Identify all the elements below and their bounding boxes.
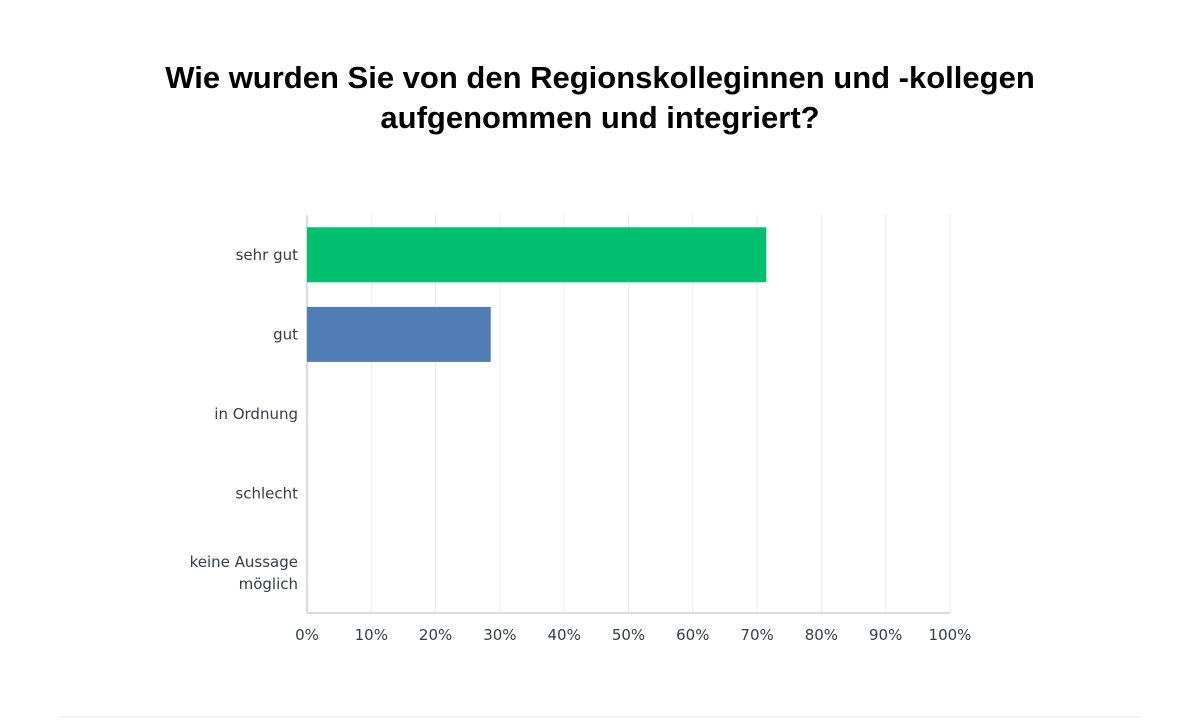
x-tick-label: 60% <box>676 626 709 644</box>
bar-sehr-gut <box>307 227 767 283</box>
bottom-divider <box>60 716 1140 718</box>
chart-title-line-1: Wie wurden Sie von den Regionskolleginne… <box>165 60 1035 95</box>
x-tick-label: 100% <box>929 626 972 644</box>
x-tick-label: 90% <box>869 626 902 644</box>
x-tick-label: 30% <box>483 626 516 644</box>
category-label: schlecht <box>235 485 298 503</box>
x-tick-label: 0% <box>295 626 319 644</box>
x-tick-label: 50% <box>612 626 645 644</box>
chart-title-line-2: aufgenommen und integriert? <box>380 100 820 135</box>
category-label: sehr gut <box>236 246 299 264</box>
category-label: möglich <box>239 575 298 593</box>
category-label: gut <box>273 325 298 343</box>
category-label: keine Aussage <box>190 553 298 571</box>
x-tick-label: 70% <box>740 626 773 644</box>
x-tick-label: 40% <box>548 626 581 644</box>
x-tick-label: 20% <box>419 626 452 644</box>
x-tick-label: 80% <box>805 626 838 644</box>
chart-title: Wie wurden Sie von den Regionskolleginne… <box>0 58 1200 138</box>
bar-gut <box>307 306 491 362</box>
x-tick-label: 10% <box>355 626 388 644</box>
category-label: in Ordnung <box>214 405 298 423</box>
